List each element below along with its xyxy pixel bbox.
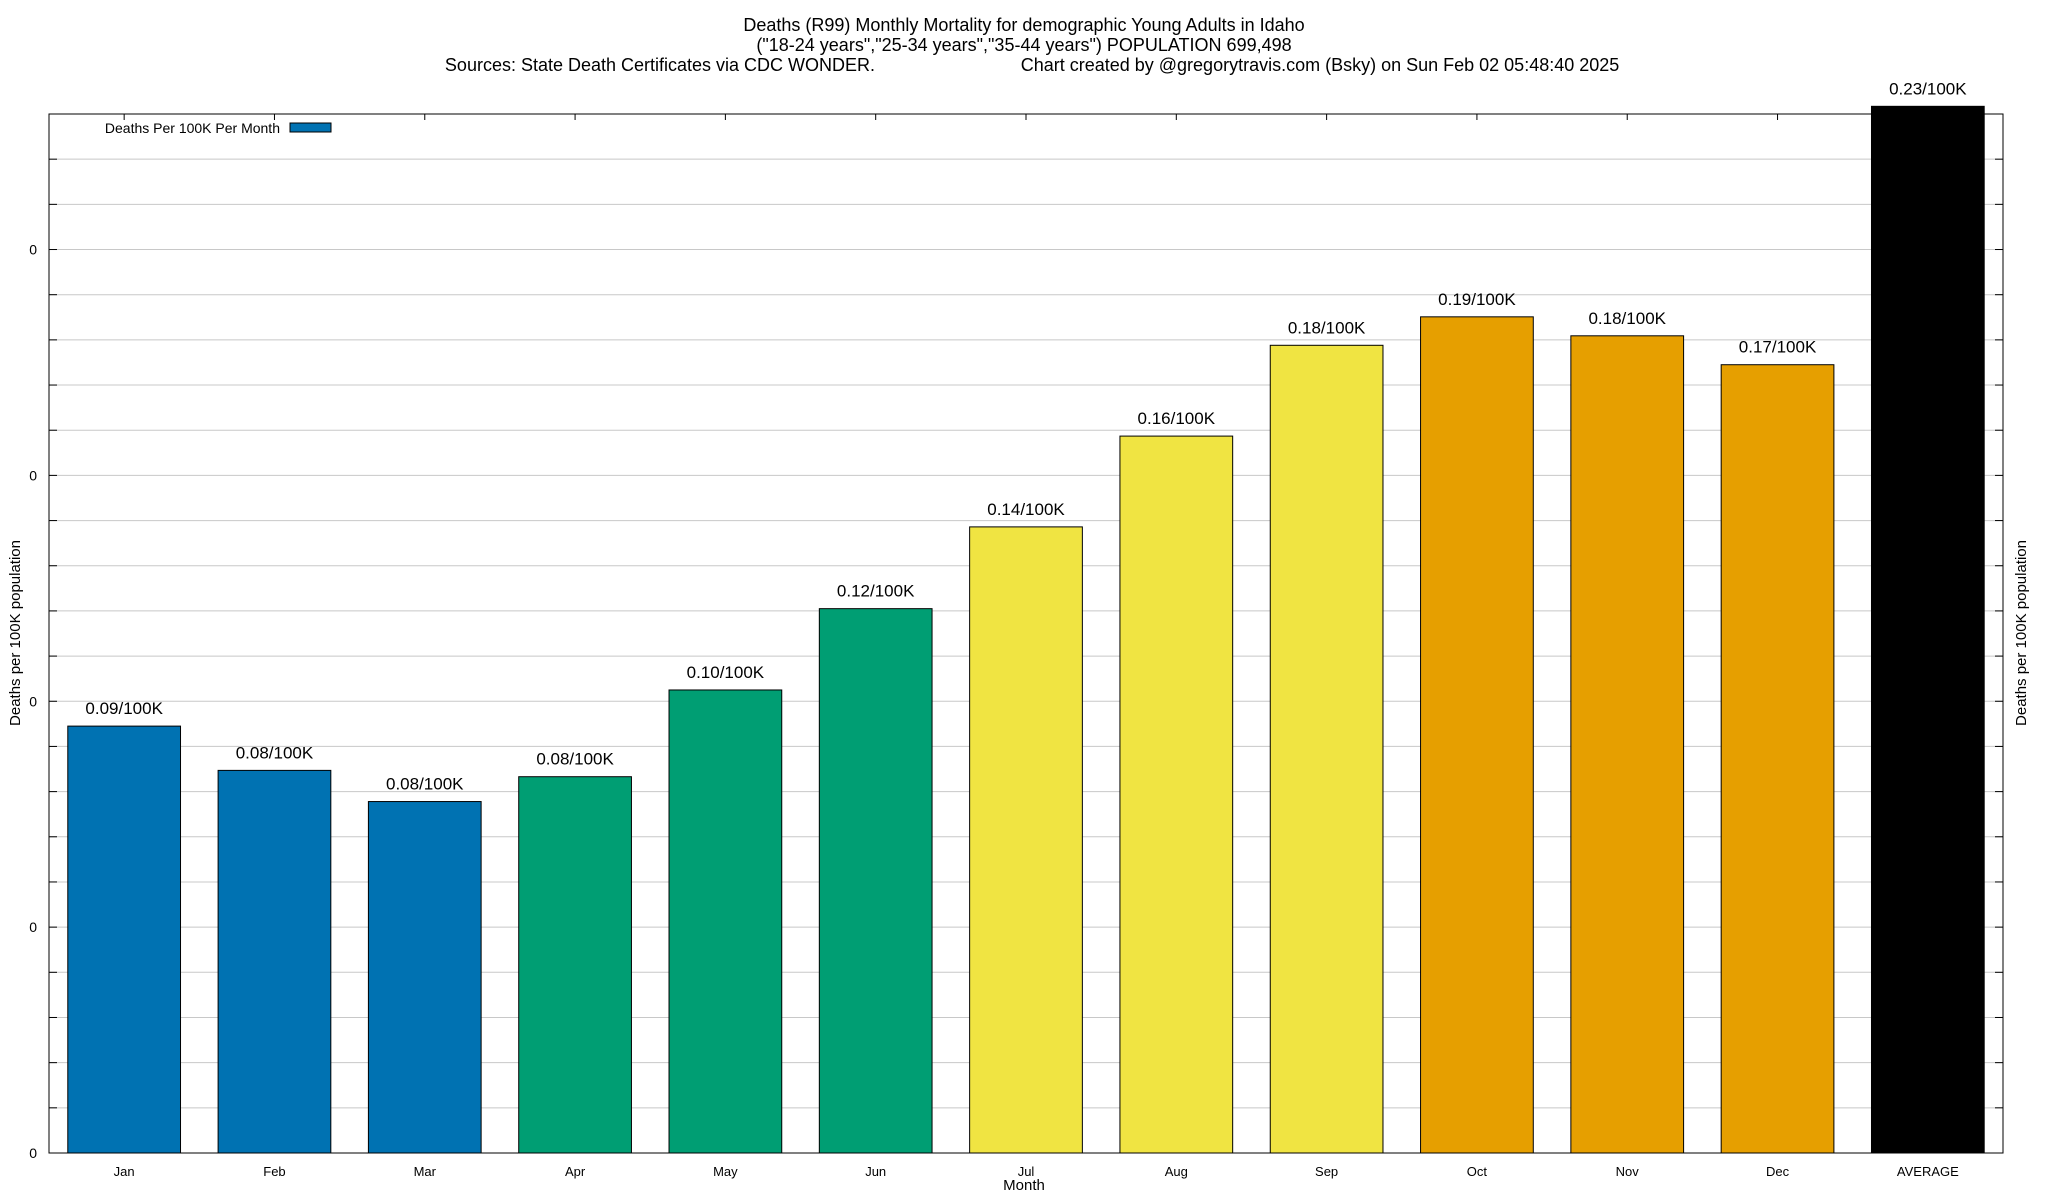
x-tick-label-feb: Feb — [263, 1164, 285, 1179]
data-label-average: 0.23/100K — [1889, 79, 1967, 98]
y-tick-label: 0 — [29, 242, 37, 258]
bar-aug — [1119, 435, 1234, 1154]
plot-frame — [48, 113, 2004, 1154]
bar-may — [668, 689, 783, 1154]
data-labels: 0.09/100K 0.08/100K 0.08/100K 0.08/100K 0.10… — [85, 79, 1967, 793]
data-label-nov: 0.18/100K — [1588, 309, 1666, 328]
chart-credit: Chart created by @gregorytravis.com (Bsk… — [1021, 55, 1620, 75]
data-label-may: 0.10/100K — [687, 663, 765, 682]
y-axis-label-right: Deaths per 100K population — [2013, 540, 2030, 726]
bar-mar — [367, 801, 482, 1154]
bar-nov — [1570, 335, 1685, 1154]
chart-title: Deaths (R99) Monthly Mortality for demog… — [743, 15, 1304, 35]
y-tick-label: 0 — [29, 693, 37, 709]
bar-series — [67, 105, 1985, 1154]
data-label-dec: 0.17/100K — [1739, 338, 1817, 357]
y-tick-label: 0 — [29, 467, 37, 483]
x-tick-label-apr: Apr — [565, 1164, 586, 1179]
bar-jul — [969, 526, 1083, 1154]
x-tick-label-may: May — [713, 1164, 738, 1179]
bar-jun — [818, 608, 933, 1154]
x-tick-label-nov: Nov — [1616, 1164, 1640, 1179]
legend-label: Deaths Per 100K Per Month — [105, 120, 280, 136]
x-tick-label-mar: Mar — [414, 1164, 437, 1179]
data-label-sep: 0.18/100K — [1288, 318, 1366, 337]
bar-oct — [1420, 316, 1534, 1154]
x-tick-labels: Jan Feb Mar Apr May Jun Jul Aug Sep Oct Nov Dec AVER… — [114, 1164, 1959, 1179]
y-tick-label: 0 — [29, 1145, 37, 1161]
data-label-mar: 0.08/100K — [386, 775, 464, 794]
bar-dec — [1720, 364, 1835, 1154]
x-tick-label-sep: Sep — [1315, 1164, 1338, 1179]
y-axis-label-left: Deaths per 100K population — [7, 540, 24, 726]
chart-subtitle: ("18-24 years","25-34 years","35-44 year… — [756, 35, 1291, 55]
data-label-oct: 0.19/100K — [1438, 290, 1516, 309]
chart-source: Sources: State Death Certificates via CD… — [445, 55, 875, 75]
bar-apr — [518, 776, 632, 1154]
x-tick-label-jul: Jul — [1018, 1164, 1035, 1179]
bar-feb — [217, 769, 332, 1154]
legend: Deaths Per 100K Per Month — [105, 120, 332, 136]
x-tick-label-aug: Aug — [1165, 1164, 1188, 1179]
chart-title-block: Deaths (R99) Monthly Mortality for demog… — [445, 15, 1619, 75]
data-label-jan: 0.09/100K — [85, 699, 163, 718]
x-tick-label-jan: Jan — [114, 1164, 135, 1179]
y-tick-labels: 0 0 0 0 0 — [29, 242, 37, 1161]
data-label-feb: 0.08/100K — [236, 743, 314, 762]
data-label-jul: 0.14/100K — [987, 500, 1065, 519]
legend-swatch — [289, 122, 332, 133]
bar-jan — [67, 725, 182, 1154]
bar-sep — [1269, 344, 1384, 1154]
data-label-aug: 0.16/100K — [1138, 409, 1216, 428]
x-tick-label-oct: Oct — [1467, 1164, 1488, 1179]
y-tick-label: 0 — [29, 919, 37, 935]
x-tick-label-dec: Dec — [1766, 1164, 1790, 1179]
data-label-apr: 0.08/100K — [536, 750, 614, 769]
x-axis-label: Month — [1003, 1177, 1045, 1194]
x-tick-label-jun: Jun — [865, 1164, 886, 1179]
data-label-jun: 0.12/100K — [837, 582, 915, 601]
bar-average — [1870, 105, 1985, 1154]
x-tick-label-average: AVERAGE — [1897, 1164, 1959, 1179]
